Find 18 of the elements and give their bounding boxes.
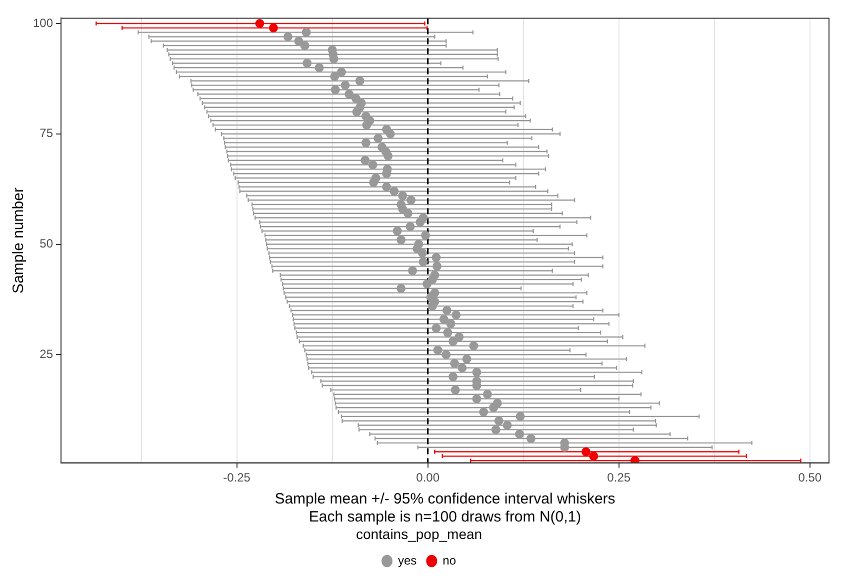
point bbox=[255, 19, 264, 28]
legend-label: no bbox=[442, 553, 456, 568]
point bbox=[582, 447, 590, 456]
y-tick-label: 25 bbox=[40, 346, 54, 361]
x-axis-title: Sample mean +/- 95% confidence interval whiskers Each sample is n=100 draws from N(0,1) bbox=[274, 490, 616, 526]
y-tick-label: 75 bbox=[40, 126, 54, 140]
y-axis-title: Sample number bbox=[10, 188, 28, 294]
point bbox=[630, 456, 640, 463]
x-tick-label: 0.50 bbox=[798, 470, 822, 484]
y-tick-label: 100 bbox=[32, 16, 54, 30]
point bbox=[268, 23, 278, 32]
y-tick-label: 50 bbox=[40, 236, 54, 251]
legend-title: contains_pop_mean bbox=[356, 526, 482, 542]
legend-label: yes bbox=[398, 553, 417, 568]
x-tick-label: 0.25 bbox=[607, 470, 631, 484]
x-tick-label: 0.00 bbox=[416, 470, 440, 484]
x-tick-label: -0.25 bbox=[223, 470, 251, 484]
point bbox=[589, 452, 598, 461]
